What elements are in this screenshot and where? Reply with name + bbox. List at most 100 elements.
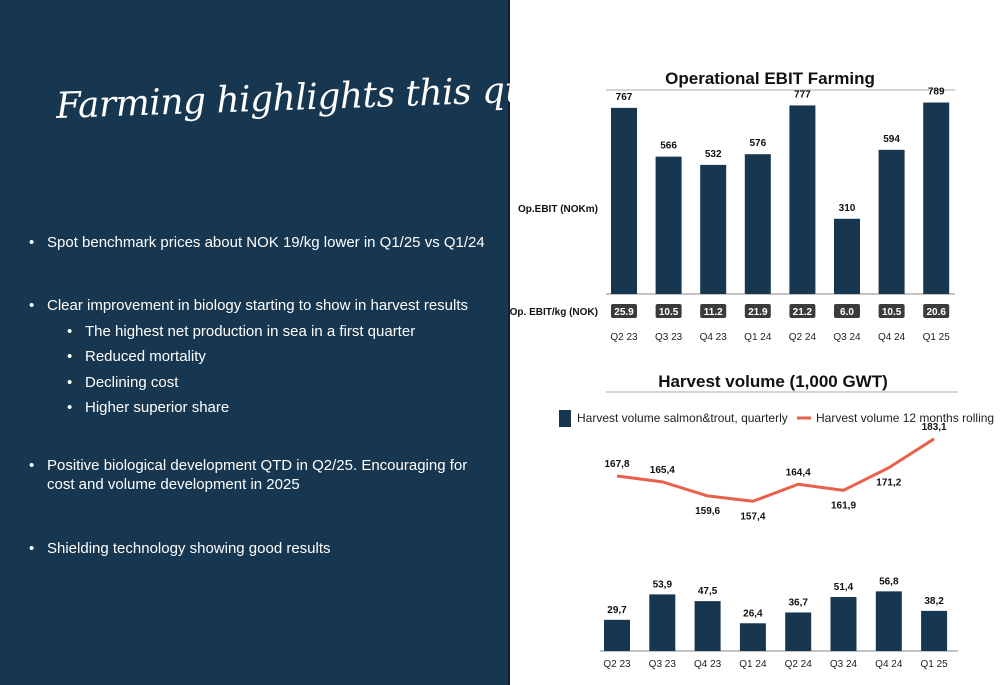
rolling-harvest-label: 171,2 <box>876 478 901 489</box>
legend-bar-swatch <box>559 410 571 427</box>
sub-bullet-item: • Higher superior share <box>67 398 485 417</box>
ebit-x-tick-label: Q2 23 <box>610 332 638 343</box>
ebit-chart-title: Operational EBIT Farming <box>665 69 875 88</box>
legend-bar-label: Harvest volume salmon&trout, quarterly <box>577 411 788 425</box>
ebit-per-kg-badge <box>744 304 771 318</box>
harvest-bar-label: 56,8 <box>879 576 899 587</box>
ebit-x-tick-label: Q4 23 <box>700 332 728 343</box>
ebit-bar <box>834 218 860 294</box>
harvest-bar-label: 47,5 <box>698 586 718 597</box>
ebit-per-kg-badge <box>923 304 950 318</box>
ebit-per-kg-value: 11.2 <box>704 307 723 318</box>
panel-divider <box>508 0 510 685</box>
harvest-x-tick-label: Q3 23 <box>649 659 677 670</box>
ebit-data-label: 594 <box>883 134 900 145</box>
ebit-bar <box>744 154 771 294</box>
ebit-chart: 767 25.9 Q2 23 566 10.5 Q3 23 532 11.2 Q4 23 576 2… <box>610 87 950 343</box>
bullet-text: Declining cost <box>85 374 179 391</box>
bullet-dot: • <box>67 374 73 391</box>
ebit-x-tick-label: Q1 24 <box>744 332 772 343</box>
harvest-bar <box>875 591 902 651</box>
ebit-data-label: 532 <box>705 149 722 160</box>
ebit-bar <box>878 149 905 294</box>
harvest-x-tick-label: Q1 25 <box>920 659 948 670</box>
bullet-item: • Spot benchmark prices about NOK 19/kg … <box>29 233 497 252</box>
rolling-harvest-label: 167,8 <box>604 459 629 470</box>
ebit-per-kg-badge <box>878 304 905 318</box>
rolling-harvest-label: 183,1 <box>922 422 947 433</box>
ebit-bar <box>655 156 682 294</box>
bullet-text: Higher superior share <box>85 399 230 416</box>
ebit-per-kg-label: Op. EBIT/kg (NOK) <box>510 307 598 318</box>
sub-bullet-item: • The highest net production in sea in a… <box>67 322 485 341</box>
harvest-bar <box>649 594 676 651</box>
harvest-chart: 29,7 Q2 23 53,9 Q3 23 47,5 Q4 23 26,4 Q1 24 36,7… <box>603 422 948 670</box>
rolling-harvest-label: 159,6 <box>695 506 720 517</box>
ebit-data-label: 576 <box>749 138 766 149</box>
ebit-bar <box>923 102 950 295</box>
ebit-per-kg-value: 25.9 <box>614 307 634 318</box>
ebit-per-kg-value: 10.5 <box>882 307 902 318</box>
bullet-dot: • <box>29 540 35 557</box>
ebit-data-label: 789 <box>928 87 945 98</box>
sub-bullet-item: • Reduced mortality <box>67 347 485 366</box>
ebit-bar <box>789 105 816 294</box>
bullet-text: Clear improvement in biology starting to… <box>47 297 469 314</box>
harvest-bar-label: 29,7 <box>607 605 627 616</box>
bullet-dot: • <box>67 399 73 416</box>
bullet-item: • Positive biological development QTD in… <box>29 456 497 494</box>
ebit-bar <box>611 107 637 294</box>
bullet-text: Reduced mortality <box>85 348 206 365</box>
legend-line-label: Harvest volume 12 months rolling <box>816 411 994 425</box>
bullet-dot: • <box>67 323 73 340</box>
harvest-x-tick-label: Q1 24 <box>739 659 767 670</box>
bullet-dot: • <box>29 297 35 314</box>
ebit-data-label: 566 <box>660 141 677 152</box>
bullet-text: Positive biological development QTD in Q… <box>47 457 468 493</box>
harvest-x-tick-label: Q3 24 <box>830 659 858 670</box>
ebit-bar <box>700 164 727 294</box>
bullet-dot: • <box>29 234 35 251</box>
bullet-text: The highest net production in sea in a f… <box>85 323 416 340</box>
bullet-text: Shielding technology showing good result… <box>47 540 331 557</box>
harvest-bar-label: 36,7 <box>788 597 808 608</box>
sub-bullet-item: • Declining cost <box>67 373 485 392</box>
ebit-per-kg-badge <box>834 304 860 318</box>
harvest-chart-title: Harvest volume (1,000 GWT) <box>658 372 888 391</box>
harvest-bar <box>694 601 721 651</box>
ebit-per-kg-value: 6.0 <box>840 307 854 318</box>
harvest-x-tick-label: Q2 23 <box>603 659 631 670</box>
ebit-per-kg-badge <box>655 304 682 318</box>
harvest-x-tick-label: Q4 24 <box>875 659 903 670</box>
ebit-per-kg-value: 20.6 <box>926 307 946 318</box>
bullet-dot: • <box>67 348 73 365</box>
harvest-bar <box>785 612 812 651</box>
bullet-text: Spot benchmark prices about NOK 19/kg lo… <box>47 234 485 251</box>
ebit-data-label: 310 <box>839 203 856 214</box>
ebit-x-tick-label: Q1 25 <box>923 332 951 343</box>
harvest-bar <box>739 623 766 651</box>
ebit-per-kg-badge <box>789 304 816 318</box>
bullet-item: • Clear improvement in biology starting … <box>29 296 497 315</box>
harvest-bar <box>921 610 948 651</box>
harvest-bar <box>830 597 857 651</box>
rolling-harvest-label: 161,9 <box>831 500 856 511</box>
ebit-per-kg-badge <box>611 304 637 318</box>
ebit-per-kg-badge <box>700 304 727 318</box>
rolling-harvest-label: 157,4 <box>740 511 765 522</box>
ebit-x-tick-label: Q3 24 <box>833 332 861 343</box>
harvest-bar-label: 26,4 <box>743 608 763 619</box>
harvest-bar-label: 38,2 <box>924 596 944 607</box>
ebit-x-tick-label: Q4 24 <box>878 332 906 343</box>
ebit-y-axis-label: Op.EBIT (NOKm) <box>518 204 598 215</box>
rolling-harvest-label: 165,4 <box>650 465 675 476</box>
rolling-harvest-line <box>616 437 935 503</box>
rolling-harvest-label: 164,4 <box>786 467 811 478</box>
harvest-x-tick-label: Q4 23 <box>694 659 722 670</box>
ebit-x-tick-label: Q2 24 <box>789 332 817 343</box>
harvest-x-tick-label: Q2 24 <box>785 659 813 670</box>
ebit-x-tick-label: Q3 23 <box>655 332 683 343</box>
harvest-bar <box>604 619 630 651</box>
bullet-item: • Shielding technology showing good resu… <box>29 539 497 558</box>
